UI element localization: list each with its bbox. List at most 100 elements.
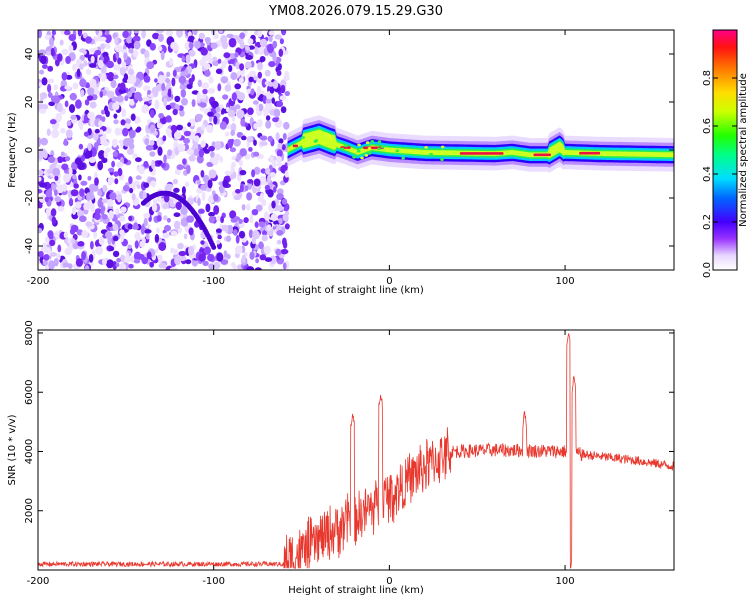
spectrogram-noise-speck <box>206 124 214 134</box>
spectrogram-noise-speck <box>47 246 51 256</box>
spectrogram-noise-speck <box>251 169 256 178</box>
spectrogram-noise-speck <box>179 109 185 117</box>
spectrogram-noise-speck <box>71 206 77 215</box>
spectrogram-noise-speck <box>230 129 235 136</box>
spectrogram-noise-speck <box>113 171 119 177</box>
spectrogram-noise-speck <box>163 193 170 203</box>
spectrogram-noise-speck <box>167 149 173 157</box>
spectrogram-noise-speck <box>259 56 266 63</box>
spectrogram-noise-speck <box>125 251 130 262</box>
spectrogram-noise-speck <box>48 260 56 270</box>
spectrogram-noise-speck <box>213 205 220 215</box>
spectrogram-noise-speck <box>100 207 105 216</box>
spectrogram-noise-speck <box>64 247 72 256</box>
spectrogram-noise-speck <box>95 30 99 36</box>
spectrogram-noise-speck <box>178 255 187 262</box>
spectrogram-noise-speck <box>142 96 150 102</box>
spectrogram-noise-speck <box>143 212 150 219</box>
spectrogram-noise-speck <box>57 244 62 253</box>
spectrogram-noise-speck <box>170 247 175 254</box>
spectrogram-noise-speck <box>146 251 152 260</box>
spectrogram-noise-speck <box>272 51 277 60</box>
spectrogram-noise-speck <box>85 148 93 158</box>
spectrogram-noise-speck <box>59 39 64 46</box>
spectrogram-noise-speck <box>75 99 82 109</box>
spectrogram-noise-speck <box>165 115 172 123</box>
spectrogram-noise-speck <box>75 201 82 209</box>
spectrogram-noise-speck <box>259 175 267 186</box>
spectrogram-track-blob <box>344 144 348 148</box>
spectrogram-noise-speck <box>113 119 119 125</box>
spectrogram-track-blob <box>340 147 345 151</box>
spectrogram-noise-speck <box>153 198 158 205</box>
spectrogram-noise-speck <box>147 90 151 95</box>
spectrogram-noise-speck <box>260 168 267 174</box>
spectrogram-noise-speck <box>150 180 157 187</box>
spectrogram-noise-speck <box>200 47 208 56</box>
spectrogram-noise-speck <box>80 180 88 186</box>
spectrogram-noise-speck <box>255 103 259 113</box>
spectrogram-noise-speck <box>94 49 102 56</box>
spectrogram-noise-speck <box>76 68 81 78</box>
spectrogram-noise-speck <box>45 50 53 56</box>
spectrogram-noise-speck <box>276 162 283 167</box>
spectrogram-noise-speck <box>149 261 155 268</box>
spectrogram-noise-speck <box>110 79 117 89</box>
spectrogram-noise-speck <box>72 174 77 180</box>
spectrogram-noise-speck <box>133 50 139 58</box>
spectrogram-noise-speck <box>99 91 104 98</box>
spectrogram-noise-speck <box>165 30 172 36</box>
spectrogram-noise-speck <box>178 75 187 84</box>
spectrogram-noise-speck <box>118 262 127 270</box>
spectrogram-noise-speck <box>116 194 122 203</box>
spectrogram-noise-speck <box>178 250 187 257</box>
spectrogram-noise-speck <box>113 74 119 80</box>
spectrogram-noise-speck <box>193 30 198 36</box>
spectrogram-noise-speck <box>78 215 87 223</box>
spectrogram-noise-speck <box>157 33 164 43</box>
spectrogram-noise-speck <box>85 68 92 75</box>
spectrogram-noise-arc <box>211 244 217 250</box>
spectrogram-noise-speck <box>200 240 205 245</box>
spectrogram-noise-speck <box>185 259 192 265</box>
spectrogram-noise-speck <box>114 178 119 185</box>
spectrogram-noise-speck <box>90 55 95 63</box>
spectrogram-noise-speck <box>243 217 249 224</box>
spectrogram-noise-speck <box>107 222 113 228</box>
spectrogram-noise-speck <box>49 119 57 125</box>
spectrogram-noise-speck <box>50 47 55 57</box>
spectrogram-noise-speck <box>284 71 290 79</box>
spectrogram-noise-speck <box>188 49 196 57</box>
spectrogram-noise-speck <box>79 122 84 131</box>
spectrogram-noise-speck <box>269 155 274 163</box>
spectrogram-noise-speck <box>95 246 104 256</box>
snr-x-label: Height of straight line (km) <box>288 585 424 596</box>
spectrogram-noise-speck <box>70 114 77 120</box>
spectrogram-noise-speck <box>144 138 150 146</box>
spectrogram-track-blob <box>377 140 382 144</box>
spectrogram-noise-speck <box>220 216 225 224</box>
spectrogram-noise-speck <box>265 167 271 175</box>
spectrogram-noise-speck <box>145 144 154 151</box>
spectrogram-noise-speck <box>124 123 131 130</box>
spectrogram-noise-speck <box>119 229 125 236</box>
spectrogram-noise-speck <box>284 223 290 230</box>
spectrogram-noise-speck <box>248 76 254 83</box>
spectrogram-noise-speck <box>196 91 201 102</box>
spectrogram-noise-speck <box>57 206 65 212</box>
spectrogram-noise-speck <box>208 76 214 84</box>
spectrogram-noise-speck <box>80 154 86 162</box>
spectrogram-track-blob <box>389 149 393 153</box>
spectrogram-noise-speck <box>89 101 97 109</box>
spectrogram-noise-speck <box>284 90 290 97</box>
spectrogram-noise-speck <box>211 100 219 109</box>
spectrogram-track-blob <box>367 147 372 150</box>
spectrogram-noise-speck <box>283 121 290 130</box>
spectrogram-noise-speck <box>64 100 69 108</box>
spectrogram-noise-speck <box>241 254 246 264</box>
spectrogram-noise-speck <box>238 159 243 167</box>
spectrogram-noise-speck <box>255 204 263 212</box>
spectrogram-noise-speck <box>120 206 127 213</box>
spectrogram-noise-speck <box>87 175 92 181</box>
spectrogram-noise-speck <box>224 131 230 137</box>
